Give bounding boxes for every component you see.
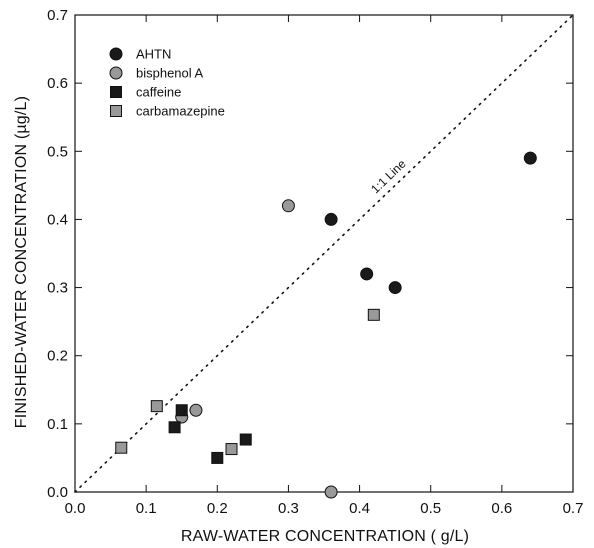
legend-label-caffeine: caffeine: [136, 85, 181, 100]
data-point-caffeine: [211, 451, 224, 464]
x-tick-label: 0.1: [136, 500, 157, 517]
data-point-caffeine: [175, 404, 188, 417]
y-tick-label: 0.1: [47, 416, 68, 433]
data-point-bisphenol-a: [189, 403, 203, 417]
data-point-ahtn: [360, 267, 374, 281]
data-point-bisphenol-a: [281, 199, 295, 213]
legend-label-bisphenol-a: bisphenol A: [136, 66, 204, 81]
x-tick-label: 0.2: [207, 500, 228, 517]
y-tick-label: 0.7: [47, 7, 68, 24]
data-point-caffeine: [239, 433, 252, 446]
data-point-caffeine: [168, 421, 181, 434]
one-to-one-line: [74, 14, 574, 493]
legend: AHTN bisphenol A caffeine carbamazepine: [109, 47, 225, 119]
x-tick-label: 0.6: [491, 500, 512, 517]
data-point-carbamazepine: [115, 441, 128, 454]
data-point-ahtn: [324, 212, 338, 226]
plot-frame: [74, 14, 574, 493]
y-tick-label: 0.4: [47, 211, 68, 228]
y-tick-label: 0.5: [47, 143, 68, 160]
data-point-ahtn: [388, 281, 402, 295]
data-point-ahtn: [523, 151, 537, 165]
y-axis-title: FINISHED-WATER CONCENTRATION (µg/L): [13, 96, 30, 428]
legend-marker-carbamazepine: [110, 105, 122, 117]
y-tick-label: 0.6: [47, 75, 68, 92]
y-tick-label: 0.2: [47, 348, 68, 365]
x-tick-label: 0.3: [278, 500, 299, 517]
x-axis-title: RAW-WATER CONCENTRATION ( g/L): [181, 528, 469, 545]
legend-label-carbamazepine: carbamazepine: [136, 104, 225, 119]
y-tick-label: 0.0: [47, 484, 68, 501]
x-tick-label: 0.5: [420, 500, 441, 517]
data-point-carbamazepine: [150, 400, 163, 413]
legend-label-ahtn: AHTN: [136, 47, 171, 62]
legend-marker-ahtn: [109, 47, 123, 61]
data-point-bisphenol-a: [324, 485, 338, 499]
data-point-carbamazepine: [225, 443, 238, 456]
legend-marker-caffeine: [110, 86, 122, 98]
legend-marker-bisphenol-a: [109, 66, 123, 80]
x-tick-label: 0.4: [349, 500, 370, 517]
data-point-carbamazepine: [367, 308, 380, 321]
x-tick-label: 0.7: [563, 500, 584, 517]
x-tick-label: 0.0: [65, 500, 86, 517]
y-tick-label: 0.3: [47, 280, 68, 297]
